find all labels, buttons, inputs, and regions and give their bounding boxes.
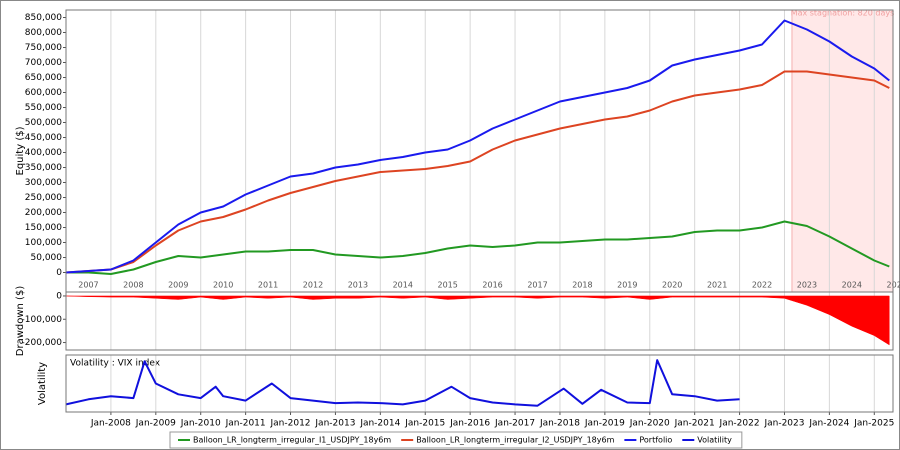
- y-axis-label: Volatility: [37, 362, 48, 405]
- year-label: 2009: [168, 281, 188, 290]
- plot-frame: [65, 291, 894, 351]
- x-tick-label: Jan-2016: [449, 419, 490, 429]
- x-tick-label: Jan-2023: [763, 419, 804, 429]
- x-tick-label: Jan-2018: [539, 419, 580, 429]
- y-tick-label: 100,000: [25, 238, 62, 248]
- year-label: 2008: [123, 281, 143, 290]
- y-tick-label: -200,000: [22, 338, 63, 348]
- series-line: [65, 70, 890, 274]
- legend-label: Volatility: [697, 436, 732, 445]
- x-tick-label: Jan-2010: [180, 419, 221, 429]
- x-tick-label: Jan-2019: [584, 419, 625, 429]
- y-tick-label: 150,000: [25, 223, 62, 233]
- y-tick-label: 500,000: [25, 118, 62, 128]
- x-tick-label: Jan-2020: [629, 419, 670, 429]
- year-label: 2012: [303, 281, 323, 290]
- legend-label: Portfolio: [639, 436, 672, 445]
- legend-label: Balloon_LR_longterm_irregular_I2_USDJPY_…: [416, 436, 614, 445]
- y-tick-label: 800,000: [25, 28, 62, 38]
- y-tick-label: 200,000: [25, 208, 62, 218]
- x-tick-label: Jan-2009: [135, 419, 176, 429]
- y-tick-label: 450,000: [25, 133, 62, 143]
- year-label: 2017: [527, 281, 547, 290]
- x-tick-label: Jan-2015: [404, 419, 445, 429]
- y-tick-label: 700,000: [25, 58, 62, 68]
- y-tick-label: 650,000: [25, 73, 62, 83]
- x-tick-label: Jan-2017: [494, 419, 535, 429]
- year-label: 2020: [662, 281, 682, 290]
- y-tick-label: 400,000: [25, 148, 62, 158]
- series-line: [65, 359, 740, 407]
- y-tick-label: 550,000: [25, 103, 62, 113]
- legend: Balloon_LR_longterm_irregular_I1_USDJPY_…: [169, 431, 743, 449]
- year-label: 2022: [752, 281, 772, 290]
- y-axis-label: Equity ($): [15, 126, 26, 175]
- annotation: Volatility : VIX index: [70, 359, 161, 369]
- x-tick-label: Jan-2021: [674, 419, 715, 429]
- year-label: 2014: [393, 281, 413, 290]
- y-tick-label: -100,000: [22, 315, 63, 325]
- annotation: Max stagnation: 820 days: [791, 9, 895, 18]
- x-tick-label: Jan-2024: [808, 419, 849, 429]
- year-label: 2007: [78, 281, 98, 290]
- y-tick-label: 0: [56, 291, 62, 301]
- legend-label: Balloon_LR_longterm_irregular_I1_USDJPY_…: [193, 436, 391, 445]
- legend-box: [169, 431, 743, 449]
- year-label: 2011: [258, 281, 278, 290]
- year-label: 2018: [572, 281, 592, 290]
- y-tick-label: 0: [56, 268, 62, 278]
- y-tick-label: 750,000: [25, 43, 62, 53]
- y-tick-label: 600,000: [25, 88, 62, 98]
- y-tick-label: 50,000: [31, 253, 63, 263]
- x-tick-label: Jan-2014: [359, 419, 400, 429]
- year-label: 2023: [797, 281, 817, 290]
- x-tick-label: Jan-2011: [225, 419, 266, 429]
- year-label: 2016: [482, 281, 502, 290]
- year-label: 2015: [438, 281, 458, 290]
- y-axis-label: Drawdown ($): [15, 286, 26, 357]
- x-tick-label: Jan-2013: [314, 419, 355, 429]
- stagnation-region: [791, 9, 894, 293]
- year-label: 2010: [213, 281, 233, 290]
- year-label: 2019: [617, 281, 637, 290]
- y-tick-label: 300,000: [25, 178, 62, 188]
- year-label: 2021: [707, 281, 727, 290]
- x-tick-label: Jan-2012: [270, 419, 311, 429]
- drawdown-area: [65, 295, 890, 346]
- y-tick-label: 250,000: [25, 193, 62, 203]
- x-tick-label: Jan-2025: [853, 419, 894, 429]
- series-line: [65, 19, 890, 274]
- series-line: [66, 220, 890, 275]
- y-tick-label: 850,000: [25, 13, 62, 23]
- y-tick-label: 350,000: [25, 163, 62, 173]
- x-tick-label: Jan-2022: [719, 419, 760, 429]
- plot-frame: [65, 354, 894, 413]
- x-tick-label: Jan-2008: [90, 419, 131, 429]
- year-label: 2024: [842, 281, 862, 290]
- year-label: 2013: [348, 281, 368, 290]
